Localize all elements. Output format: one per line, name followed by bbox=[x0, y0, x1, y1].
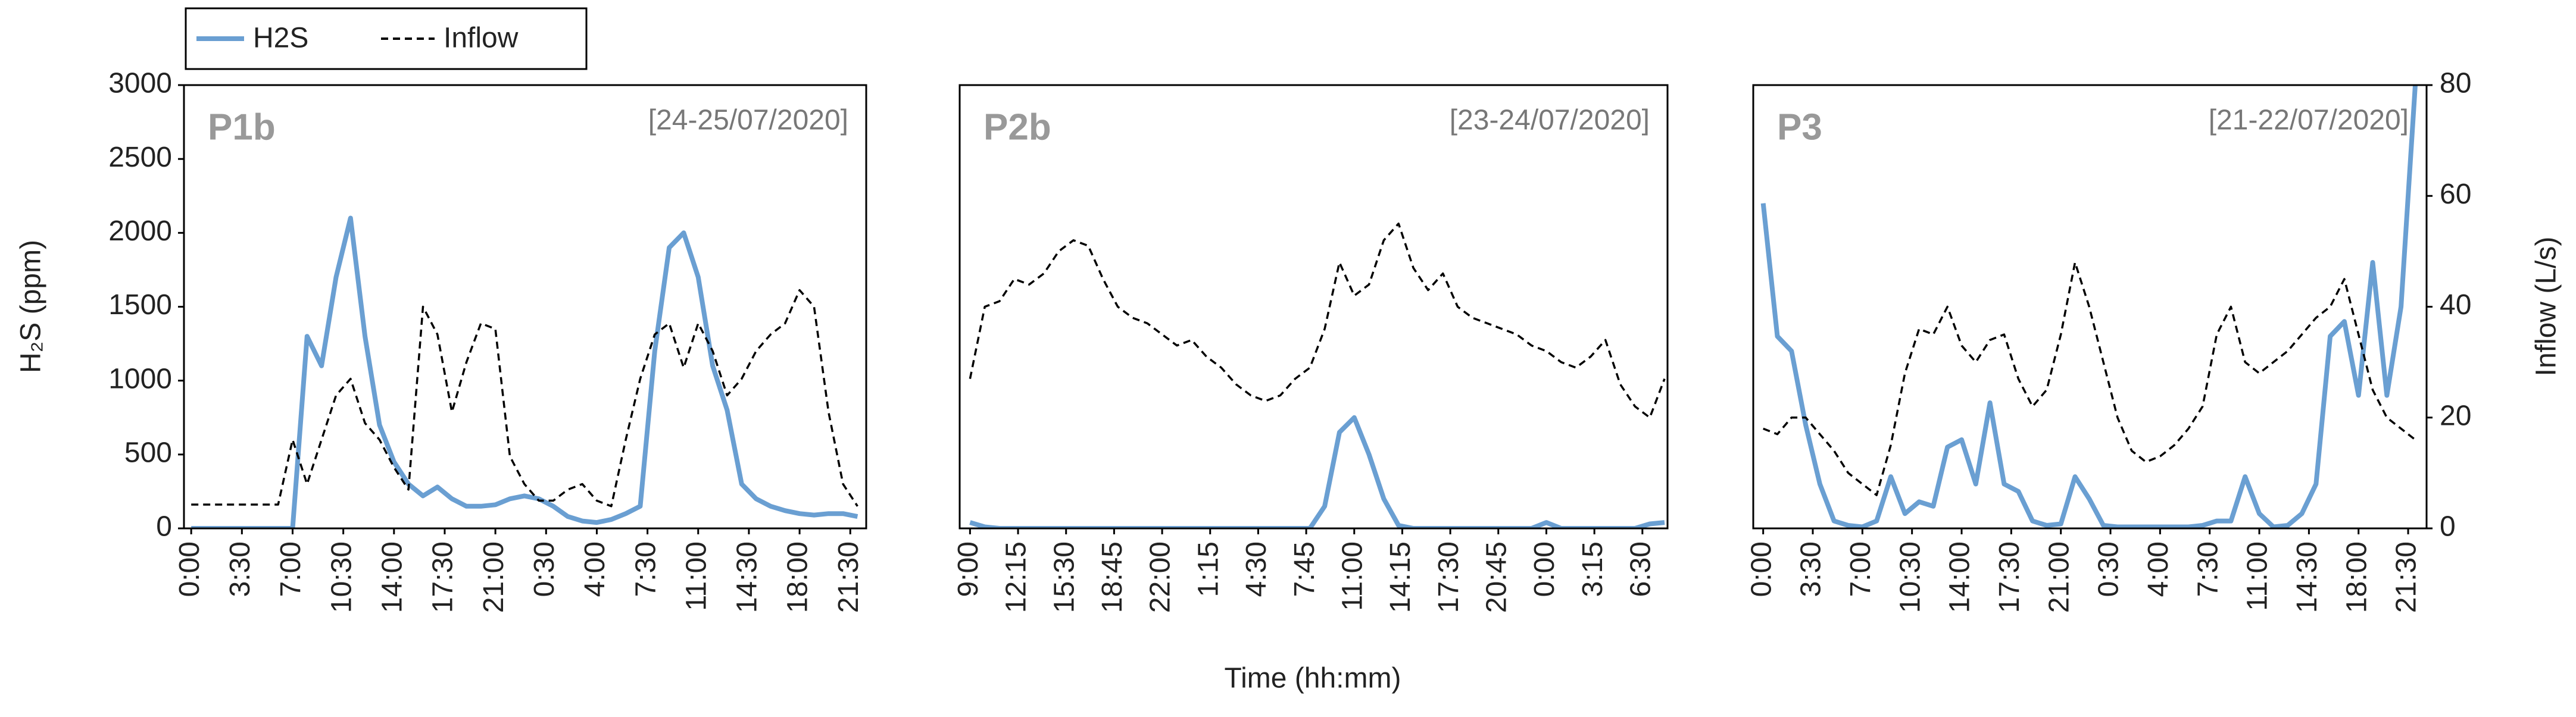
x-tick-label: 7:30 bbox=[630, 541, 661, 597]
panel-label: P2b bbox=[983, 107, 1051, 148]
x-tick-label: 18:00 bbox=[782, 541, 814, 613]
x-tick-label: 4:00 bbox=[579, 541, 611, 597]
x-tick-label: 20:45 bbox=[1481, 541, 1512, 613]
x-tick-label: 17:30 bbox=[1994, 541, 2025, 613]
panel-label: P1b bbox=[208, 107, 276, 148]
x-tick-label: 0:00 bbox=[1529, 541, 1560, 597]
inflow-line bbox=[1763, 261, 2416, 496]
x-tick-label: 0:30 bbox=[2093, 541, 2125, 597]
x-tick-label: 15:30 bbox=[1048, 541, 1080, 613]
x-tick-label: 6:30 bbox=[1625, 541, 1656, 597]
inflow-line bbox=[191, 289, 858, 508]
x-tick-label: 7:45 bbox=[1289, 541, 1320, 597]
x-tick-label: 11:00 bbox=[2242, 541, 2274, 611]
x-tick-label: 7:30 bbox=[2192, 541, 2224, 597]
x-tick-label: 4:00 bbox=[2143, 541, 2174, 597]
y2-axis-label: Inflow (L/s) bbox=[2531, 237, 2562, 377]
x-tick-label: 0:00 bbox=[174, 541, 205, 597]
x-tick-label: 10:30 bbox=[1894, 541, 1926, 613]
x-tick-label: 21:00 bbox=[478, 541, 510, 613]
x-tick-label: 3:15 bbox=[1577, 541, 1609, 597]
panel-date: [21-22/07/2020] bbox=[2209, 105, 2409, 136]
y2-tick-label: 0 bbox=[2440, 511, 2456, 543]
y2-tick-label: 40 bbox=[2440, 289, 2471, 321]
x-tick-label: 1:15 bbox=[1192, 541, 1224, 597]
x-tick-label: 10:30 bbox=[326, 541, 357, 613]
y-tick-label: 2500 bbox=[108, 142, 172, 173]
x-tick-label: 3:30 bbox=[1796, 541, 1827, 597]
x-tick-label: 3:30 bbox=[224, 541, 256, 597]
h2s-line bbox=[191, 215, 858, 528]
x-tick-label: 11:00 bbox=[1337, 541, 1368, 611]
x-tick-label: 0:30 bbox=[529, 541, 560, 597]
y-tick-label: 2000 bbox=[108, 215, 172, 247]
legend-label: H2S bbox=[253, 23, 308, 54]
panel-frame bbox=[958, 84, 1669, 530]
x-tick-label: 21:30 bbox=[2391, 541, 2422, 613]
y2-tick-label: 20 bbox=[2440, 400, 2471, 431]
y-tick-label: 1500 bbox=[108, 289, 172, 321]
y2-tick-label: 60 bbox=[2440, 179, 2471, 210]
x-tick-label: 11:00 bbox=[680, 541, 712, 611]
plot-area bbox=[969, 223, 1666, 528]
x-tick-label: 14:15 bbox=[1385, 541, 1416, 613]
plot-area bbox=[191, 215, 858, 528]
x-tick-label: 4:30 bbox=[1241, 541, 1272, 597]
x-tick-label: 14:00 bbox=[376, 541, 408, 613]
legend: H2S Inflow bbox=[185, 7, 588, 70]
h2s-line bbox=[1760, 84, 2418, 528]
y-tick-label: 500 bbox=[124, 437, 172, 469]
h2s-line bbox=[969, 415, 1665, 528]
x-tick-label: 21:00 bbox=[2043, 541, 2075, 613]
y-axis-label: H₂S (ppm) bbox=[15, 240, 47, 373]
plot-area bbox=[1760, 84, 2418, 528]
x-tick-label: 21:30 bbox=[833, 541, 864, 613]
x-axis-label: Time (hh:mm) bbox=[1225, 663, 1401, 694]
x-tick-label: 17:30 bbox=[427, 541, 459, 613]
x-tick-label: 22:00 bbox=[1145, 541, 1176, 613]
x-tick-label: 0:00 bbox=[1746, 541, 1777, 597]
legend-label: Inflow bbox=[444, 23, 519, 54]
x-tick-label: 18:00 bbox=[2341, 541, 2372, 613]
x-tick-label: 7:00 bbox=[275, 541, 307, 597]
y-tick-label: 1000 bbox=[108, 363, 172, 394]
x-tick-label: 14:30 bbox=[732, 541, 763, 613]
panel-date: [23-24/07/2020] bbox=[1450, 105, 1650, 136]
y2-tick-label: 80 bbox=[2440, 68, 2471, 99]
panel-label: P3 bbox=[1777, 107, 1822, 148]
x-tick-label: 14:30 bbox=[2291, 541, 2323, 613]
y-tick-label: 0 bbox=[156, 511, 172, 543]
x-tick-label: 18:45 bbox=[1097, 541, 1128, 613]
inflow-line bbox=[969, 223, 1666, 419]
x-tick-label: 14:00 bbox=[1944, 541, 1976, 613]
x-tick-label: 17:30 bbox=[1433, 541, 1465, 613]
x-tick-label: 12:15 bbox=[1001, 541, 1032, 613]
panel-date: [24-25/07/2020] bbox=[648, 105, 848, 136]
x-tick-label: 7:00 bbox=[1845, 541, 1876, 597]
x-tick-label: 9:00 bbox=[953, 541, 984, 597]
y-tick-label: 3000 bbox=[108, 68, 172, 99]
